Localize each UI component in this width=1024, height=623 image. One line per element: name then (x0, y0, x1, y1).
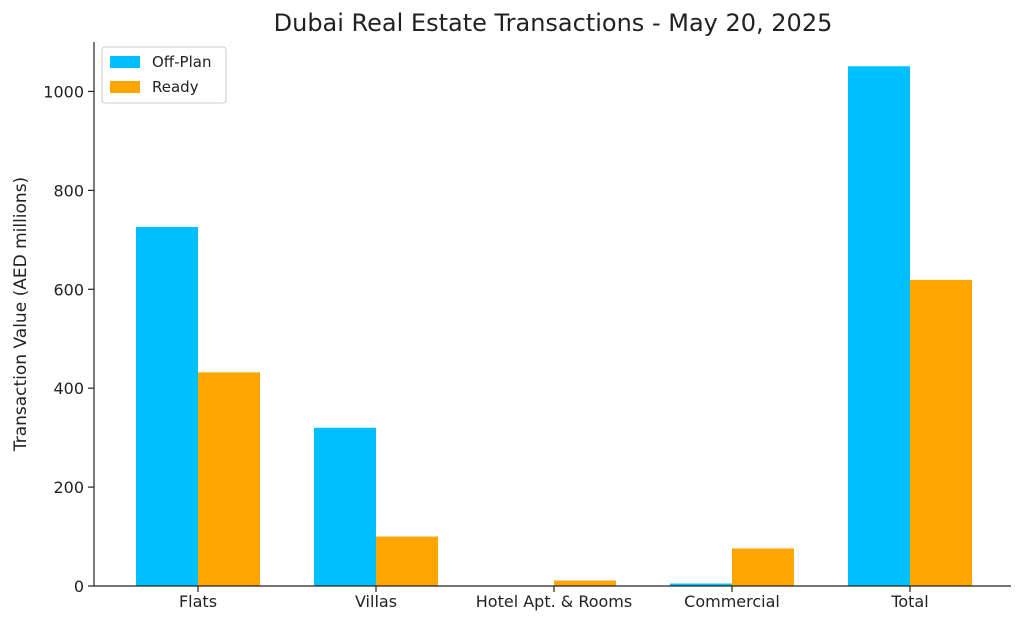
x-tick-label-villas: Villas (355, 592, 397, 611)
bar-ready-commercial (732, 548, 794, 586)
bar-off-plan-total (848, 66, 910, 586)
legend-label-off-plan: Off-Plan (152, 53, 211, 71)
bar-ready-villas (376, 536, 438, 586)
y-tick-label: 200 (53, 478, 84, 497)
y-tick-label: 1000 (43, 82, 84, 101)
bar-off-plan-flats (136, 226, 198, 586)
legend-swatch-ready (110, 81, 140, 93)
y-axis-label: Transaction Value (AED millions) (11, 177, 31, 452)
bar-ready-hotel-apt-rooms (554, 580, 616, 586)
legend-label-ready: Ready (152, 78, 199, 96)
legend: Off-Plan Ready (101, 46, 227, 104)
legend-swatch-off-plan (110, 56, 140, 68)
y-tick-label: 0 (74, 577, 84, 596)
bars-group (136, 66, 972, 586)
x-tick-label-commercial: Commercial (684, 592, 780, 611)
x-tick-label-hotel-apt-rooms: Hotel Apt. & Rooms (476, 592, 632, 611)
y-tick-label: 800 (53, 181, 84, 200)
bar-ready-flats (198, 372, 260, 586)
x-tick-label-total: Total (890, 592, 928, 611)
x-tick-label-flats: Flats (179, 592, 217, 611)
y-tick-label: 600 (53, 280, 84, 299)
y-tick-label: 400 (53, 379, 84, 398)
chart-title: Dubai Real Estate Transactions - May 20,… (274, 9, 833, 37)
y-axis-ticks: 0 200 400 600 800 1000 (43, 82, 94, 596)
bar-ready-total (910, 279, 972, 586)
bar-off-plan-villas (314, 427, 376, 586)
bar-off-plan-commercial (670, 583, 732, 586)
x-axis-ticks: Flats Villas Hotel Apt. & Rooms Commercial T… (179, 586, 929, 611)
